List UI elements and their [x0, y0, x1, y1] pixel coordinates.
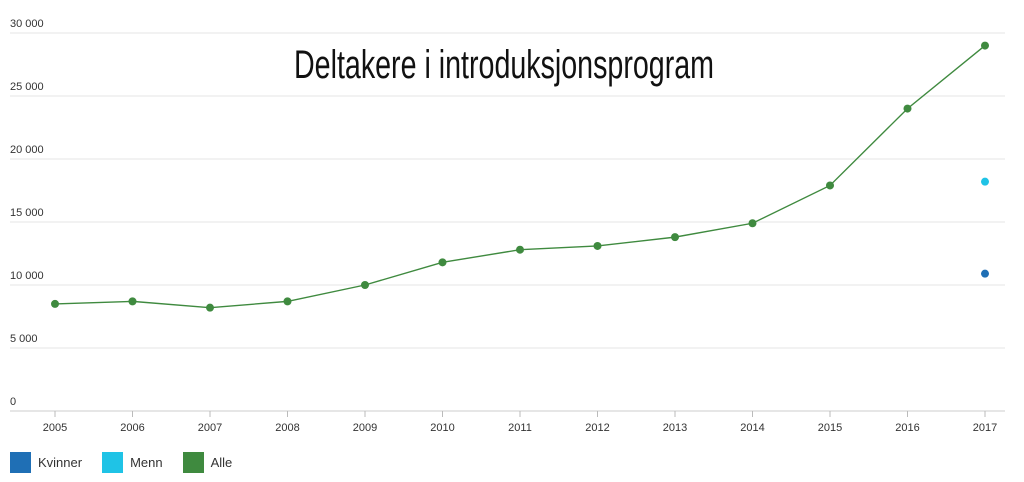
- grid-lines: [10, 32, 1005, 412]
- legend-label: Menn: [130, 455, 163, 470]
- legend-item-kvinner[interactable]: Kvinner: [10, 452, 82, 473]
- y-axis: 0 5 000 10 000 15 000 20 000 25 000 30 000: [10, 18, 44, 408]
- data-point-alle[interactable]: [361, 281, 369, 289]
- legend-swatch: [10, 452, 31, 473]
- legend-label: Alle: [210, 455, 233, 470]
- legend-swatch: [102, 452, 124, 473]
- x-tick-label: 2012: [585, 422, 609, 434]
- x-tick-label: 2010: [430, 422, 454, 434]
- legend-label: Kvinner: [38, 455, 83, 470]
- data-point-alle[interactable]: [671, 233, 679, 242]
- data-point-alle[interactable]: [438, 258, 447, 267]
- x-tick-label: 2008: [275, 422, 299, 434]
- y-tick-label: 30 000: [10, 18, 44, 30]
- y-tick-label: 20 000: [10, 144, 44, 156]
- y-tick-label: 5 000: [10, 333, 38, 345]
- data-point-menn[interactable]: [981, 177, 989, 186]
- data-point-alle[interactable]: [981, 41, 989, 50]
- x-tick-label: 2011: [508, 422, 532, 434]
- data-point-alle[interactable]: [593, 241, 602, 250]
- y-tick-label: 10 000: [10, 270, 44, 282]
- series-group: [51, 41, 989, 312]
- x-tick-label: 2014: [740, 422, 764, 434]
- legend: Kvinner Menn Alle: [10, 452, 232, 473]
- data-point-alle[interactable]: [516, 245, 524, 254]
- x-tick-label: 2005: [43, 422, 67, 434]
- data-point-alle[interactable]: [128, 297, 137, 306]
- y-tick-label: 25 000: [10, 81, 44, 93]
- data-point-alle[interactable]: [206, 303, 214, 312]
- x-axis: 2005 2006 2007 2008 2009 2010 2011 2012 2013 2014…: [10, 410, 1005, 434]
- x-tick-label: 2006: [120, 422, 144, 434]
- x-tick-label: 2013: [663, 422, 687, 434]
- y-tick-label: 0: [10, 396, 16, 408]
- data-point-alle[interactable]: [826, 181, 834, 190]
- data-point-alle[interactable]: [748, 219, 757, 228]
- data-point-alle[interactable]: [51, 299, 59, 308]
- chart-title: Deltakere i introduksjonsprogram: [294, 43, 714, 87]
- x-tick-label: 2015: [818, 422, 842, 434]
- data-point-alle[interactable]: [903, 104, 912, 113]
- data-point-kvinner[interactable]: [981, 269, 989, 278]
- x-tick-label: 2016: [895, 422, 919, 434]
- x-tick-label: 2017: [973, 422, 997, 434]
- y-tick-label: 15 000: [10, 207, 44, 219]
- legend-item-alle[interactable]: Alle: [182, 452, 233, 473]
- x-tick-label: 2009: [353, 422, 377, 434]
- x-tick-label: 2007: [198, 422, 222, 434]
- legend-swatch: [182, 452, 204, 473]
- data-point-alle[interactable]: [283, 297, 292, 306]
- legend-item-menn[interactable]: Menn: [102, 452, 163, 473]
